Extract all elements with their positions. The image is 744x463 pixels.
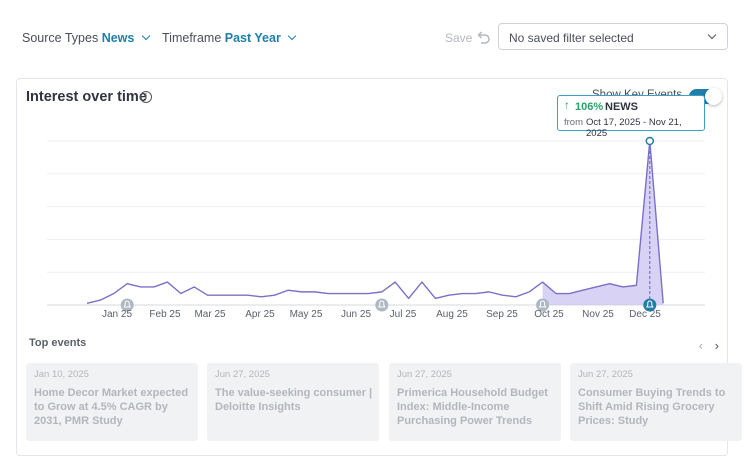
bell-icon — [643, 298, 657, 312]
x-tick-label: Apr 25 — [245, 309, 275, 320]
x-tick-label: Jul 25 — [390, 309, 417, 320]
x-tick-label: Feb 25 — [149, 309, 181, 320]
saved-filter-select[interactable]: No saved filter selected — [498, 23, 728, 50]
bell-icon — [120, 298, 134, 312]
event-title: The value-seeking consumer | Deloitte In… — [215, 387, 373, 413]
card-title: Interest over time — [26, 89, 147, 105]
x-tick-label: May 25 — [290, 309, 323, 320]
x-tick-label: Oct 25 — [534, 309, 564, 320]
series-line — [86, 140, 664, 305]
chevron-down-icon — [707, 30, 717, 40]
bell-glyph — [538, 300, 547, 308]
tooltip-source: NEWS — [605, 101, 638, 113]
bell-icon — [375, 298, 389, 312]
timeframe-value: Past Year — [224, 31, 281, 45]
x-tick-label: Mar 25 — [194, 309, 226, 320]
x-tick-label: Jun 25 — [341, 309, 371, 320]
save-button[interactable]: Save — [445, 31, 473, 45]
chart-tooltip: ↑ 106% NEWS from Oct 17, 2025 - Nov 21, … — [557, 95, 705, 139]
event-card[interactable]: Jun 27, 2025 Consumer Buying Trends to S… — [570, 363, 742, 441]
event-date: Jun 27, 2025 — [397, 369, 452, 380]
timeframe-label: Timeframe — [162, 31, 222, 45]
tooltip-change: 106% — [575, 101, 604, 113]
event-date: Jun 27, 2025 — [578, 369, 633, 380]
source-types-filter[interactable]: Source Types News — [22, 31, 151, 45]
chevron-left-icon[interactable]: ‹ — [698, 338, 704, 353]
tooltip-from-label: from — [564, 117, 583, 128]
source-types-label: Source Types — [22, 31, 99, 45]
x-tick-label: Nov 25 — [582, 309, 614, 320]
highlight-area — [542, 141, 664, 305]
tooltip-range: Oct 17, 2025 - Nov 21, 2025 — [586, 117, 682, 139]
event-card[interactable]: Jun 27, 2025 Primerica Household Budget … — [389, 363, 561, 441]
x-tick-label: Dec 25 — [629, 309, 661, 320]
undo-icon[interactable] — [475, 29, 491, 45]
interest-chart: Jan 25 Feb 25 Mar 25 Apr 25 May 25 Jun 25 Jul … — [47, 136, 705, 320]
event-card[interactable]: Jan 10, 2025 Home Decor Market expected … — [26, 363, 198, 441]
chevron-down-icon — [288, 31, 297, 41]
bell-glyph — [123, 300, 132, 308]
event-date: Jan 10, 2025 — [34, 369, 89, 380]
event-title: Home Decor Market expected to Grow at 4.… — [34, 387, 189, 427]
filter-bar: Source Types News Timeframe Past Year Sa… — [0, 0, 744, 76]
top-events-title: Top events — [29, 337, 87, 349]
timeframe-filter[interactable]: Timeframe Past Year — [162, 31, 297, 45]
bell-glyph — [645, 300, 654, 308]
event-date: Jun 27, 2025 — [215, 369, 270, 380]
x-tick-label: Jan 25 — [102, 309, 132, 320]
x-tick-label: Sep 25 — [486, 309, 518, 320]
events-nav: ‹ › — [691, 338, 719, 353]
source-types-value: News — [101, 31, 135, 45]
event-title: Primerica Household Budget Index: Middle… — [397, 387, 548, 427]
saved-filter-value: No saved filter selected — [509, 31, 634, 45]
chevron-right-icon[interactable]: › — [714, 338, 719, 353]
bell-icon — [536, 298, 550, 312]
data-point — [645, 136, 655, 146]
bell-glyph — [377, 300, 386, 308]
interest-card: Interest over time i Show Key Events ↑ 1… — [16, 78, 742, 456]
x-tick-label: Aug 25 — [436, 309, 468, 320]
arrow-up-icon: ↑ — [564, 100, 570, 112]
chevron-down-icon — [141, 31, 151, 41]
info-icon[interactable]: i — [140, 91, 152, 103]
event-title: Consumer Buying Trends to Shift Amid Ris… — [578, 387, 726, 427]
event-card[interactable]: Jun 27, 2025 The value-seeking consumer … — [207, 363, 379, 441]
